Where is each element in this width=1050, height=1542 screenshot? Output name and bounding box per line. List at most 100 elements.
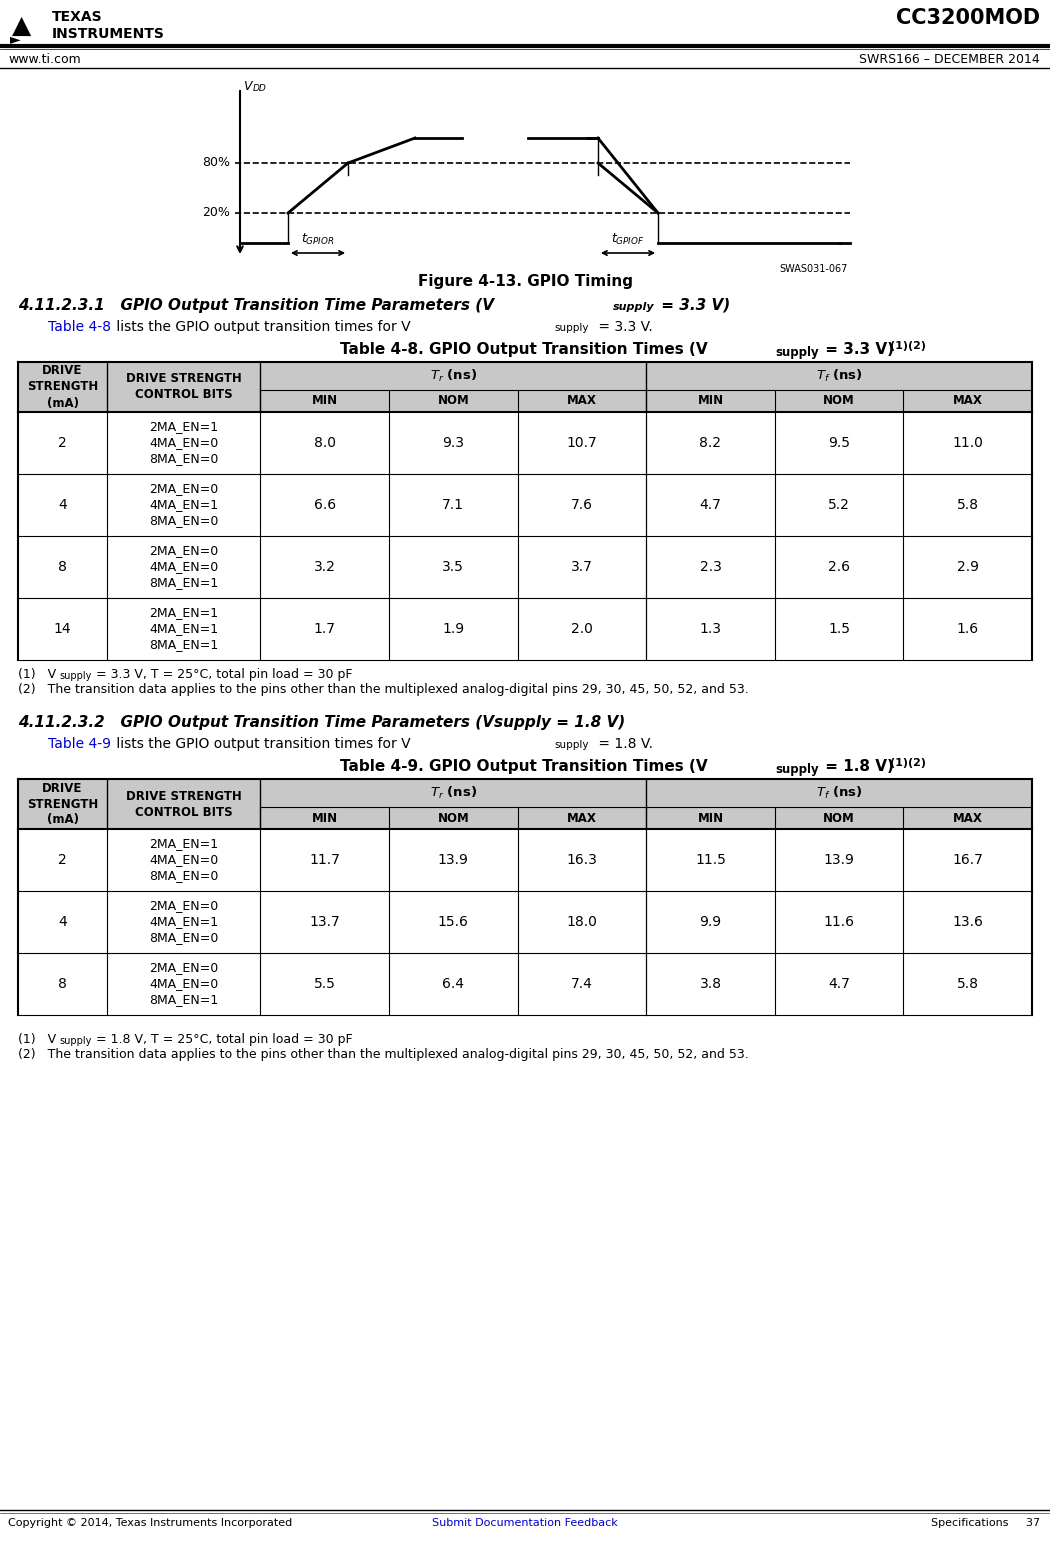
Text: 8: 8	[58, 560, 67, 574]
Text: DRIVE STRENGTH
CONTROL BITS: DRIVE STRENGTH CONTROL BITS	[126, 373, 242, 401]
Text: 8MA_EN=1: 8MA_EN=1	[149, 577, 218, 589]
Text: 2: 2	[58, 853, 67, 867]
Text: = 3.3 V.: = 3.3 V.	[594, 321, 653, 335]
Text: 4MA_EN=1: 4MA_EN=1	[149, 916, 218, 928]
Bar	[18, 537, 1032, 598]
Text: supply: supply	[59, 671, 91, 682]
Text: 4MA_EN=0: 4MA_EN=0	[149, 854, 218, 867]
Text: 11.0: 11.0	[952, 436, 983, 450]
Text: 4.7: 4.7	[699, 498, 721, 512]
Text: $t_{GPIOF}$: $t_{GPIOF}$	[611, 231, 645, 247]
Text: MIN: MIN	[697, 395, 723, 407]
Text: 3.2: 3.2	[314, 560, 336, 574]
Text: 9.9: 9.9	[699, 914, 721, 928]
Text: Table 4-9: Table 4-9	[48, 737, 111, 751]
Text: 13.7: 13.7	[310, 914, 340, 928]
Text: 4: 4	[58, 914, 67, 928]
Text: MIN: MIN	[697, 811, 723, 825]
Text: 7.6: 7.6	[571, 498, 593, 512]
Bar	[18, 953, 1032, 1015]
Text: 4MA_EN=1: 4MA_EN=1	[149, 623, 218, 635]
Text: MAX: MAX	[952, 811, 983, 825]
Text: CC3200MOD: CC3200MOD	[896, 8, 1040, 28]
Text: Copyright © 2014, Texas Instruments Incorporated: Copyright © 2014, Texas Instruments Inco…	[8, 1517, 292, 1528]
Text: = 3.3 V, T = 25°C, total pin load = 30 pF: = 3.3 V, T = 25°C, total pin load = 30 p…	[92, 668, 353, 682]
Text: 4MA_EN=0: 4MA_EN=0	[149, 436, 218, 450]
Text: 8.0: 8.0	[314, 436, 336, 450]
Text: DRIVE
STRENGTH
(mA): DRIVE STRENGTH (mA)	[27, 782, 98, 827]
Text: 16.3: 16.3	[566, 853, 597, 867]
Text: 9.5: 9.5	[828, 436, 851, 450]
Text: TEXAS
INSTRUMENTS: TEXAS INSTRUMENTS	[52, 9, 165, 42]
Text: DRIVE STRENGTH
CONTROL BITS: DRIVE STRENGTH CONTROL BITS	[126, 790, 242, 819]
Text: SWAS031-067: SWAS031-067	[779, 264, 848, 274]
Text: ▲: ▲	[12, 14, 32, 39]
Text: supply: supply	[613, 302, 654, 311]
Text: lists the GPIO output transition times for V: lists the GPIO output transition times f…	[112, 321, 411, 335]
Text: NOM: NOM	[438, 811, 469, 825]
Text: 1.9: 1.9	[442, 621, 464, 635]
Text: supply: supply	[554, 740, 588, 749]
Text: V: V	[243, 80, 252, 93]
Text: $T_r$ (ns): $T_r$ (ns)	[429, 369, 477, 384]
Text: $T_f$ (ns): $T_f$ (ns)	[816, 785, 862, 800]
Text: (1)(2): (1)(2)	[890, 759, 926, 768]
Text: 8MA_EN=1: 8MA_EN=1	[149, 638, 218, 652]
Text: 2MA_EN=0: 2MA_EN=0	[149, 544, 218, 558]
Text: = 3.3 V): = 3.3 V)	[656, 298, 730, 313]
Text: 5.8: 5.8	[957, 978, 979, 992]
Text: 4MA_EN=0: 4MA_EN=0	[149, 560, 218, 574]
Text: supply: supply	[775, 345, 819, 359]
Text: MIN: MIN	[312, 395, 338, 407]
Text: NOM: NOM	[823, 395, 855, 407]
Text: Table 4-9. GPIO Output Transition Times (V: Table 4-9. GPIO Output Transition Times …	[340, 759, 708, 774]
Text: 1.3: 1.3	[699, 621, 721, 635]
Text: = 3.3 V): = 3.3 V)	[820, 342, 894, 358]
Text: Figure 4-13. GPIO Timing: Figure 4-13. GPIO Timing	[418, 274, 632, 288]
Text: 8MA_EN=0: 8MA_EN=0	[149, 931, 218, 945]
Bar	[18, 412, 1032, 473]
Bar	[18, 598, 1032, 660]
Text: MIN: MIN	[312, 811, 338, 825]
Text: = 1.8 V, T = 25°C, total pin load = 30 pF: = 1.8 V, T = 25°C, total pin load = 30 p…	[92, 1033, 353, 1045]
Text: 11.5: 11.5	[695, 853, 726, 867]
Text: 3.5: 3.5	[442, 560, 464, 574]
Text: 14: 14	[54, 621, 71, 635]
Text: MAX: MAX	[952, 395, 983, 407]
Text: 5.8: 5.8	[957, 498, 979, 512]
Text: 3.7: 3.7	[571, 560, 593, 574]
Text: 6.6: 6.6	[314, 498, 336, 512]
Text: 2MA_EN=0: 2MA_EN=0	[149, 899, 218, 913]
Text: 1.5: 1.5	[828, 621, 851, 635]
Text: 13.9: 13.9	[438, 853, 468, 867]
Text: lists the GPIO output transition times for V: lists the GPIO output transition times f…	[112, 737, 411, 751]
Text: Table 4-8: Table 4-8	[48, 321, 111, 335]
Text: MAX: MAX	[567, 395, 596, 407]
Text: 4MA_EN=0: 4MA_EN=0	[149, 978, 218, 990]
Text: 3.8: 3.8	[699, 978, 721, 992]
Text: NOM: NOM	[438, 395, 469, 407]
Text: 4.11.2.3.2   GPIO Output Transition Time Parameters (Vsupply = 1.8 V): 4.11.2.3.2 GPIO Output Transition Time P…	[18, 715, 625, 729]
Text: 8MA_EN=1: 8MA_EN=1	[149, 993, 218, 1007]
Text: 80%: 80%	[202, 156, 230, 170]
Text: www.ti.com: www.ti.com	[8, 52, 81, 66]
Bar	[18, 830, 1032, 891]
Text: (1)   V: (1) V	[18, 668, 56, 682]
Text: 16.7: 16.7	[952, 853, 983, 867]
Text: 10.7: 10.7	[567, 436, 597, 450]
Text: (1)   V: (1) V	[18, 1033, 56, 1045]
Text: DRIVE
STRENGTH
(mA): DRIVE STRENGTH (mA)	[27, 364, 98, 410]
Text: 2.6: 2.6	[828, 560, 851, 574]
Text: 1.6: 1.6	[957, 621, 979, 635]
Text: 8MA_EN=0: 8MA_EN=0	[149, 870, 218, 882]
Text: 13.9: 13.9	[823, 853, 855, 867]
Text: Submit Documentation Feedback: Submit Documentation Feedback	[433, 1517, 617, 1528]
Text: supply: supply	[59, 1036, 91, 1045]
Text: ►: ►	[10, 32, 21, 46]
Text: 5.5: 5.5	[314, 978, 336, 992]
Text: (2)   The transition data applies to the pins other than the multiplexed analog-: (2) The transition data applies to the p…	[18, 683, 749, 695]
Text: NOM: NOM	[823, 811, 855, 825]
Text: (1)(2): (1)(2)	[890, 341, 926, 352]
Text: 2MA_EN=1: 2MA_EN=1	[149, 421, 218, 433]
Text: 2: 2	[58, 436, 67, 450]
